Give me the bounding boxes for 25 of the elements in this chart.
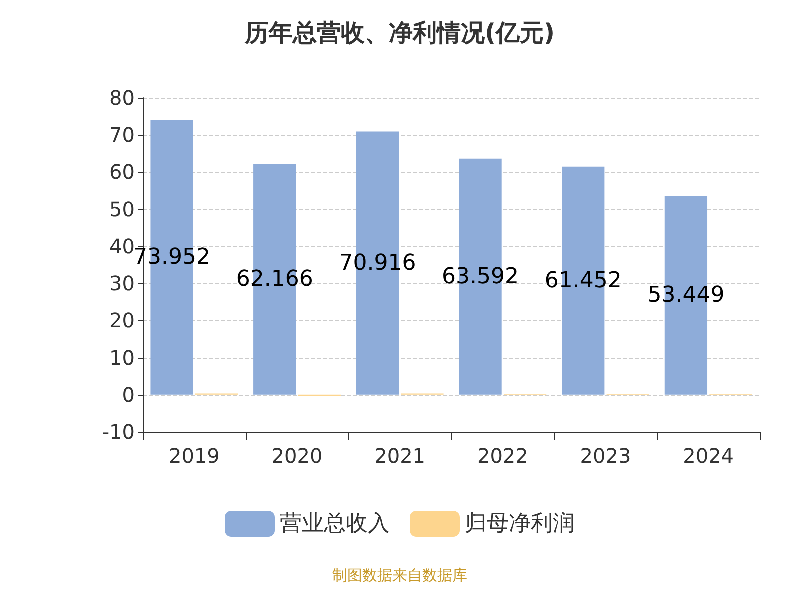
y-tick-label: 30 <box>110 272 135 296</box>
y-tick-label: 20 <box>110 308 135 333</box>
x-tick-label: 2023 <box>580 444 632 468</box>
x-tick-label: 2022 <box>477 444 528 468</box>
y-tick-label: 80 <box>110 86 135 110</box>
y-tick-label: 50 <box>110 197 135 222</box>
data-label: 62.166 <box>236 267 314 292</box>
x-tick-label: 2019 <box>168 444 220 468</box>
data-label: 63.592 <box>442 264 520 290</box>
y-tick-label: 0 <box>122 382 135 407</box>
legend-label: 营业总收入 <box>280 512 390 536</box>
chart-title: 历年总营收、净利情况(亿元) <box>244 19 555 47</box>
x-tick-label: 2020 <box>272 444 323 468</box>
y-tick-label: 70 <box>110 123 135 148</box>
y-tick-label: 40 <box>110 234 135 258</box>
data-label: 53.449 <box>648 283 725 308</box>
y-tick-label: 60 <box>110 160 135 184</box>
data-label: 61.452 <box>544 268 622 294</box>
data-label: 70.916 <box>339 250 416 276</box>
text: 制图数据来自数据库 <box>332 566 468 584</box>
x-tick-label: 2024 <box>683 444 734 468</box>
y-tick-label: -10 <box>102 420 135 444</box>
legend-label: 归母净利润 <box>465 512 575 536</box>
y-tick-label: 10 <box>110 346 135 370</box>
x-tick-label: 2021 <box>374 444 426 468</box>
